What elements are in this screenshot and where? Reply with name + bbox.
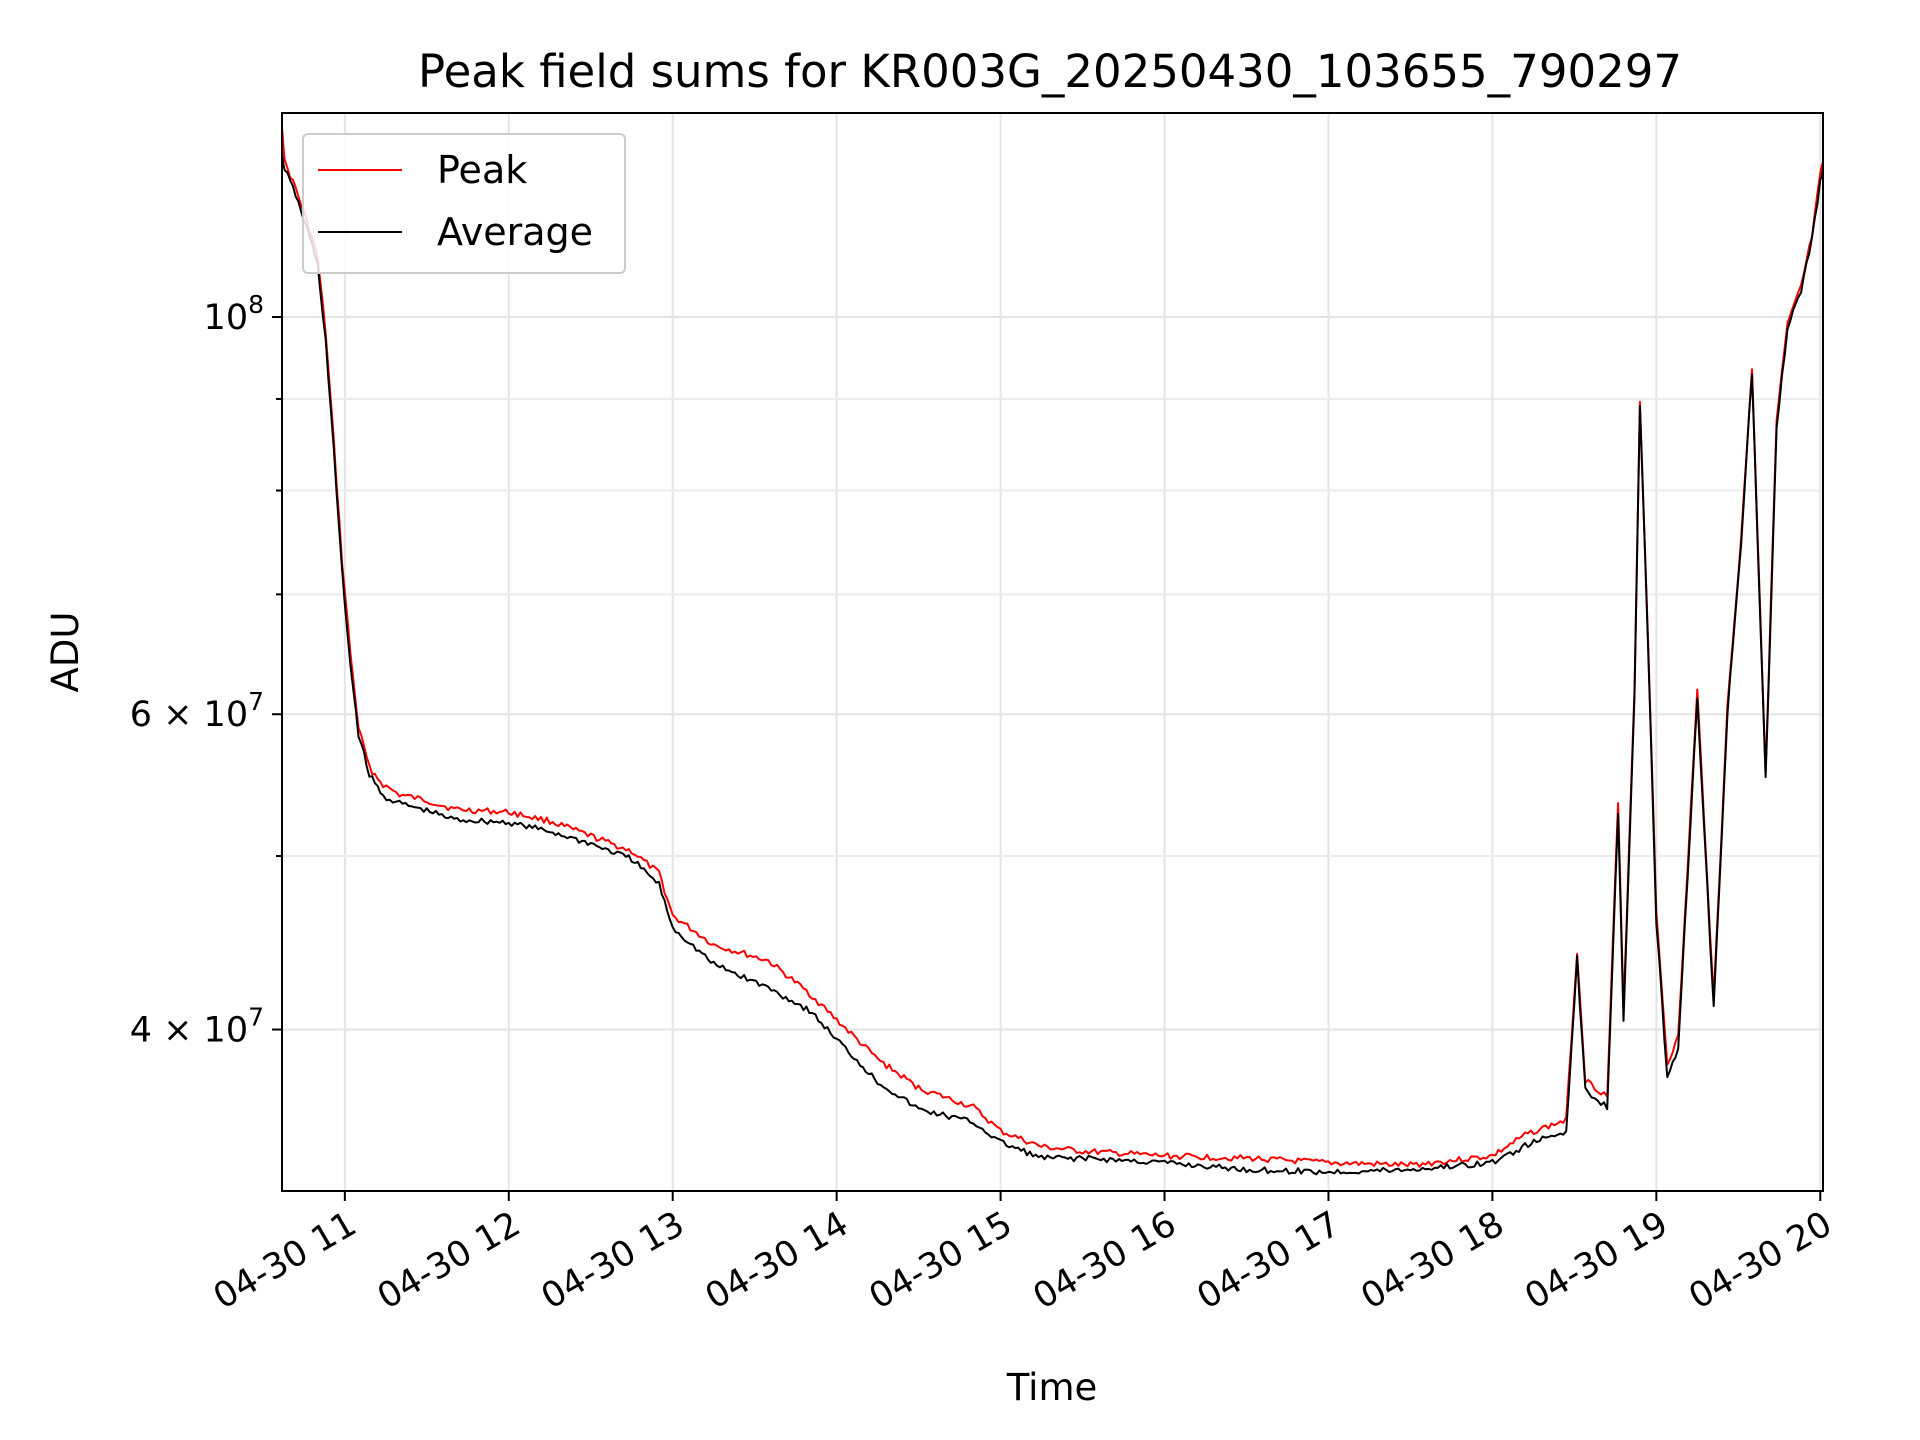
x-tick-label: 04-30 19 — [1519, 1204, 1675, 1317]
x-tick-label: 04-30 12 — [371, 1204, 527, 1317]
y-tick-label-base: 4 × 10 — [130, 1011, 248, 1051]
x-axis: 04-30 11 04-30 12 04-30 13 04-30 14 04-30 15… — [207, 1191, 1839, 1317]
grid — [282, 113, 1823, 1191]
legend-label: Average — [437, 210, 593, 254]
x-tick-label: 04-30 17 — [1191, 1204, 1347, 1317]
chart-title: Peak field sums for KR003G_20250430_1036… — [418, 45, 1682, 98]
y-tick-label-exp: 7 — [248, 1003, 264, 1032]
x-tick-label: 04-30 18 — [1355, 1204, 1511, 1317]
x-tick-label: 04-30 20 — [1682, 1204, 1838, 1317]
x-axis-title: Time — [1006, 1366, 1098, 1409]
x-tick-label: 04-30 16 — [1027, 1204, 1183, 1317]
y-tick-label-exp: 7 — [248, 687, 264, 716]
legend-label: Peak — [437, 148, 527, 192]
legend-box — [302, 133, 626, 274]
y-tick-label-base: 10 — [204, 298, 249, 338]
series-line-average — [281, 153, 1824, 1176]
y-tick-label-exp: 8 — [248, 290, 264, 319]
x-tick-label: 04-30 11 — [207, 1204, 363, 1317]
y-tick-label: 6 × 107 — [130, 687, 264, 735]
y-tick-label-base: 6 × 10 — [130, 695, 248, 735]
x-tick-label: 04-30 13 — [535, 1204, 691, 1317]
x-tick-label: 04-30 14 — [699, 1204, 855, 1317]
series-layer — [281, 127, 1824, 1176]
x-tick-label: 04-30 15 — [863, 1204, 1019, 1317]
y-tick-label: 4 × 107 — [130, 1003, 264, 1051]
plot-frame — [281, 112, 1824, 1192]
y-axis-title: ADU — [44, 612, 87, 693]
series-line-peak — [281, 127, 1824, 1168]
legend: Peak Average — [302, 133, 626, 274]
y-tick-label: 108 — [204, 290, 264, 338]
